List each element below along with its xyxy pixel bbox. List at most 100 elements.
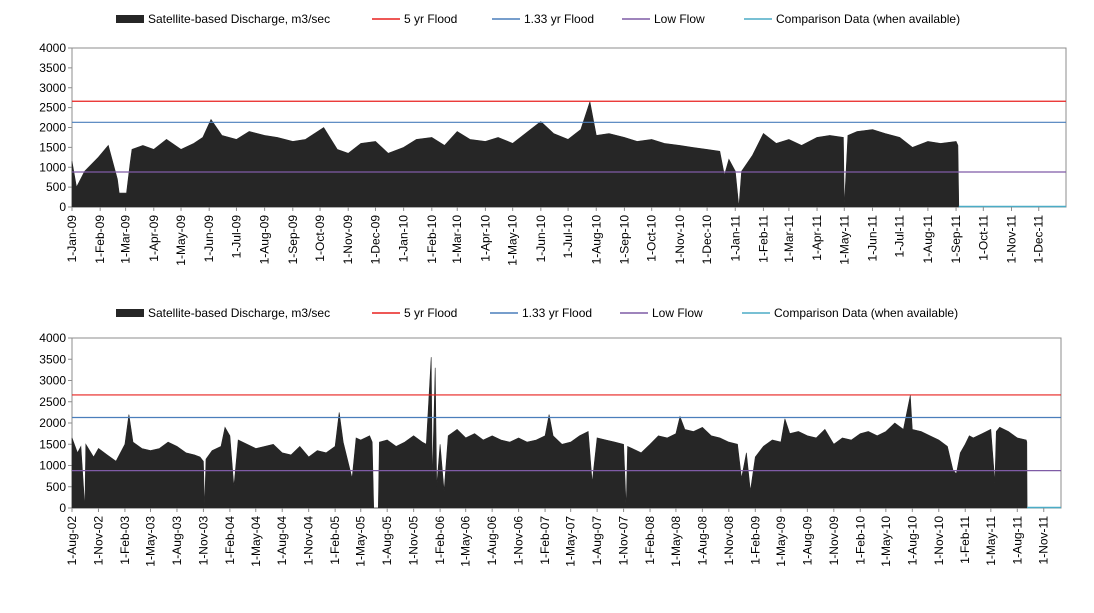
x-tick-label: 1-Nov-04 <box>302 516 316 566</box>
x-tick-label: 1-May-09 <box>174 215 188 266</box>
x-tick-label: 1-Oct-09 <box>313 215 327 262</box>
x-tick-label: 1-Feb-11 <box>958 516 972 564</box>
y-tick-label: 500 <box>46 180 66 194</box>
x-tick-label: 1-Nov-10 <box>673 215 687 265</box>
x-tick-label: 1-Aug-07 <box>590 516 604 566</box>
x-tick-label: 1-May-10 <box>879 516 893 567</box>
x-tick-label: 1-May-10 <box>506 215 520 266</box>
legend-label-comparison-data-when-available: Comparison Data (when available) <box>776 12 960 26</box>
x-tick-label: 1-Nov-02 <box>92 516 106 566</box>
x-tick-label: 1-Feb-07 <box>538 516 552 565</box>
x-tick-label: 1-May-07 <box>564 516 578 567</box>
x-tick-label: 1-Jul-10 <box>561 215 575 259</box>
x-tick-label: 1-Nov-06 <box>512 516 526 566</box>
y-tick-label: 4000 <box>39 41 66 55</box>
x-tick-label: 1-Jan-10 <box>397 215 411 263</box>
x-tick-label: 1-Mar-11 <box>782 215 796 263</box>
x-tick-label: 1-Aug-11 <box>1010 516 1024 565</box>
y-tick-label: 3000 <box>39 81 66 95</box>
x-tick-label: 1-Nov-05 <box>407 516 421 566</box>
x-tick-label: 1-Feb-10 <box>853 516 867 565</box>
y-tick-label: 1500 <box>39 140 66 154</box>
legend-label-low-flow: Low Flow <box>654 12 705 26</box>
x-tick-label: 1-Feb-03 <box>118 516 132 565</box>
x-tick-label: 1-Aug-05 <box>380 516 394 566</box>
x-tick-label: 1-Nov-03 <box>196 516 210 566</box>
x-tick-label: 1-Feb-06 <box>433 516 447 565</box>
x-tick-label: 1-Aug-09 <box>258 215 272 265</box>
y-tick-label: 3500 <box>39 352 66 366</box>
x-tick-label: 1-Nov-11 <box>1037 516 1051 565</box>
y-tick-label: 0 <box>59 501 66 515</box>
x-tick-label: 1-Oct-11 <box>976 215 990 261</box>
x-tick-label: 1-Mar-09 <box>119 215 133 264</box>
x-tick-label: 1-Aug-03 <box>170 516 184 566</box>
legend-label-1-33-yr-flood: 1.33 yr Flood <box>522 306 592 320</box>
x-tick-label: 1-Nov-11 <box>1005 215 1019 264</box>
y-tick-label: 4000 <box>39 331 66 345</box>
x-tick-label: 1-May-06 <box>459 516 473 567</box>
x-tick-label: 1-Nov-07 <box>617 516 631 566</box>
x-tick-label: 1-May-04 <box>249 516 263 567</box>
x-tick-label: 1-May-11 <box>984 516 998 566</box>
x-tick-label: 1-Nov-08 <box>722 516 736 566</box>
x-tick-label: 1-Aug-06 <box>485 516 499 566</box>
x-tick-label: 1-Aug-04 <box>275 516 289 566</box>
x-tick-label: 1-May-05 <box>354 516 368 567</box>
y-tick-label: 1000 <box>39 459 66 473</box>
x-tick-label: 1-Feb-04 <box>223 516 237 565</box>
x-tick-label: 1-May-03 <box>144 516 158 567</box>
legend-label-satellite-based-discharge-m3-sec: Satellite-based Discharge, m3/sec <box>148 12 330 26</box>
y-tick-label: 2000 <box>39 416 66 430</box>
legend-swatch-satellite-based-discharge-m3-sec <box>116 15 144 23</box>
x-tick-label: 1-Sep-09 <box>286 215 300 265</box>
legend-label-5-yr-flood: 5 yr Flood <box>404 12 457 26</box>
legend-swatch-satellite-based-discharge-m3-sec <box>116 309 144 317</box>
legend-label-5-yr-flood: 5 yr Flood <box>404 306 457 320</box>
x-tick-label: 1-Dec-10 <box>700 215 714 265</box>
x-tick-label: 1-Jan-11 <box>728 215 742 262</box>
y-tick-label: 3500 <box>39 61 66 75</box>
x-tick-label: 1-Dec-11 <box>1032 215 1046 264</box>
x-tick-label: 1-Jul-09 <box>230 215 244 259</box>
y-tick-label: 1000 <box>39 160 66 174</box>
x-tick-label: 1-Nov-10 <box>932 516 946 566</box>
x-tick-label: 1-Feb-09 <box>748 516 762 565</box>
legend-label-comparison-data-when-available: Comparison Data (when available) <box>774 306 958 320</box>
y-tick-label: 2000 <box>39 121 66 135</box>
x-tick-label: 1-Nov-09 <box>827 516 841 566</box>
y-tick-label: 1500 <box>39 437 66 451</box>
x-tick-label: 1-Jun-09 <box>202 215 216 263</box>
x-tick-label: 1-Jun-10 <box>534 215 548 263</box>
x-tick-label: 1-Aug-11 <box>921 215 935 264</box>
x-tick-label: 1-Feb-10 <box>425 215 439 264</box>
legend-label-low-flow: Low Flow <box>652 306 703 320</box>
chart-2002-2011: Satellite-based Discharge, m3/sec 5 yr Fl… <box>39 306 1061 567</box>
legend-label-satellite-based-discharge-m3-sec: Satellite-based Discharge, m3/sec <box>148 306 330 320</box>
y-tick-label: 2500 <box>39 395 66 409</box>
x-tick-label: 1-Sep-10 <box>617 215 631 265</box>
x-tick-label: 1-Sep-11 <box>949 215 963 264</box>
x-tick-label: 1-Mar-10 <box>450 215 464 264</box>
x-tick-label: 1-Apr-09 <box>147 215 161 262</box>
x-tick-label: 1-May-11 <box>837 215 851 265</box>
legend: Satellite-based Discharge, m3/sec 5 yr Fl… <box>116 12 960 26</box>
legend: Satellite-based Discharge, m3/sec 5 yr Fl… <box>116 306 958 320</box>
y-tick-label: 3000 <box>39 374 66 388</box>
x-tick-label: 1-Jun-11 <box>866 215 880 262</box>
x-tick-label: 1-Apr-10 <box>478 215 492 262</box>
x-tick-label: 1-Apr-11 <box>810 215 824 261</box>
x-tick-label: 1-Feb-08 <box>643 516 657 565</box>
x-tick-label: 1-Feb-05 <box>328 516 342 565</box>
x-tick-label: 1-Dec-09 <box>369 215 383 265</box>
x-tick-label: 1-Oct-10 <box>645 215 659 262</box>
x-tick-label: 1-Aug-10 <box>905 516 919 566</box>
x-tick-label: 1-Aug-02 <box>65 516 79 566</box>
x-tick-label: 1-Aug-09 <box>800 516 814 566</box>
x-tick-label: 1-May-09 <box>774 516 788 567</box>
x-tick-label: 1-Jan-09 <box>65 215 79 263</box>
legend-label-1-33-yr-flood: 1.33 yr Flood <box>524 12 594 26</box>
x-tick-label: 1-Feb-09 <box>93 215 107 264</box>
chart-2009-2011: Satellite-based Discharge, m3/sec 5 yr Fl… <box>39 12 1066 266</box>
